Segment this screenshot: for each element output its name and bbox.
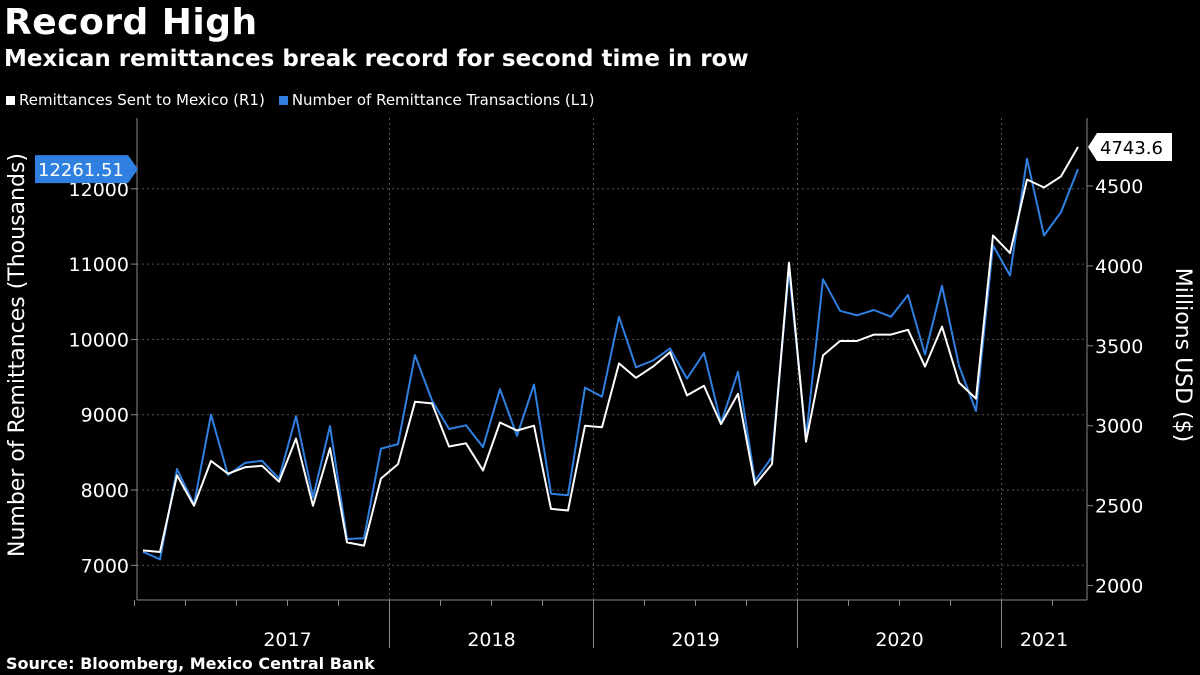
legend-label-transactions: Number of Remittance Transactions (L1) — [291, 91, 595, 109]
right-axis-title: Millions USD ($) — [1170, 268, 1195, 442]
left-tick-label: 8000 — [81, 480, 129, 502]
legend-item-transactions: Number of Remittance Transactions (L1) — [278, 91, 595, 109]
right-tick-label: 2500 — [1095, 496, 1143, 518]
x-tick-label: 2017 — [263, 629, 311, 651]
x-tick-label: 2021 — [1020, 629, 1068, 651]
left-tick-label: 7000 — [81, 555, 129, 577]
series-line-remittances — [142, 146, 1079, 553]
left-callout-box — [35, 155, 138, 184]
chart-subtitle: Mexican remittances break record for sec… — [4, 46, 749, 72]
left-tick-label: 12000 — [69, 179, 129, 201]
left-axis-title: Number of Remittances (Thousands) — [5, 153, 30, 557]
legend: Remittances Sent to Mexico (R1) Number o… — [6, 91, 595, 109]
source-note: Source: Bloomberg, Mexico Central Bank — [6, 654, 375, 673]
legend-item-remittances-sent: Remittances Sent to Mexico (R1) — [6, 91, 265, 109]
left-callout-label: 12261.51 — [38, 160, 124, 181]
left-tick-label: 10000 — [69, 329, 129, 351]
right-tick-label: 4000 — [1095, 256, 1143, 278]
right-tick-label: 2000 — [1095, 576, 1143, 598]
left-tick-label: 11000 — [69, 254, 129, 276]
legend-label-remittances-sent: Remittances Sent to Mexico (R1) — [19, 91, 265, 109]
left-tick-label: 9000 — [81, 405, 129, 427]
right-callout-label: 4743.6 — [1100, 138, 1163, 159]
legend-swatch-white — [6, 95, 15, 105]
x-tick-label: 2020 — [875, 629, 923, 651]
right-tick-label: 4500 — [1095, 176, 1143, 198]
chart-title: Record High — [4, 2, 258, 43]
legend-swatch-blue — [278, 95, 288, 105]
right-callout-box — [1088, 132, 1172, 161]
x-tick-label: 2019 — [671, 629, 719, 651]
right-tick-label: 3500 — [1095, 336, 1143, 358]
series-line-transactions — [142, 157, 1079, 561]
x-tick-label: 2018 — [467, 629, 515, 651]
right-tick-label: 3000 — [1095, 416, 1143, 438]
